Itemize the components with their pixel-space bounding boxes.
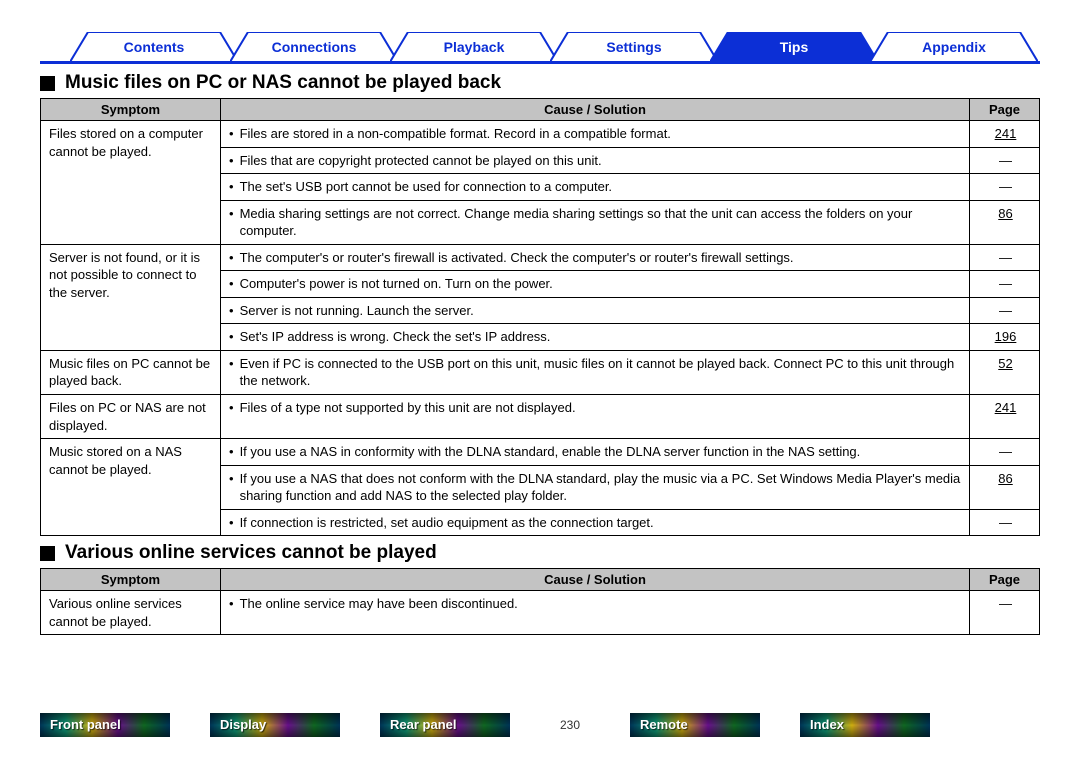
page-cell[interactable]: 52	[970, 350, 1040, 394]
cause-cell: Server is not running. Launch the server…	[221, 297, 970, 324]
troubleshoot-table: SymptomCause / SolutionPage Various onlin…	[40, 568, 1040, 635]
page-cell: —	[970, 174, 1040, 201]
top-tab-bar: Contents Connections Playback Settings Tips A…	[40, 30, 1040, 64]
tab-appendix[interactable]: Appendix	[870, 32, 1038, 62]
page-link[interactable]: 86	[998, 206, 1012, 221]
page-cell: —	[970, 509, 1040, 536]
page-cell[interactable]: 86	[970, 200, 1040, 244]
cause-cell: If connection is restricted, set audio e…	[221, 509, 970, 536]
nav-button-rear-panel[interactable]: Rear panel	[380, 713, 510, 737]
nav-button-index[interactable]: Index	[800, 713, 930, 737]
tab-label: Playback	[444, 39, 505, 55]
cause-text: The computer's or router's firewall is a…	[240, 249, 794, 267]
tab-label: Appendix	[922, 39, 986, 55]
column-header: Page	[970, 99, 1040, 121]
page-cell: —	[970, 147, 1040, 174]
cause-text: Files are stored in a non-compatible for…	[240, 125, 671, 143]
cause-text: Files that are copyright protected canno…	[240, 152, 602, 170]
page-link[interactable]: 241	[995, 400, 1017, 415]
troubleshoot-table: SymptomCause / SolutionPageFiles stored …	[40, 98, 1040, 536]
tab-label: Settings	[606, 39, 661, 55]
cause-cell: The online service may have been discont…	[221, 591, 970, 635]
table-row: Music stored on a NAS cannot be played.I…	[41, 439, 1040, 466]
section-title-text: Various online services cannot be played	[65, 542, 437, 564]
tab-playback[interactable]: Playback	[390, 32, 558, 62]
tab-label: Connections	[272, 39, 357, 55]
cause-text: If connection is restricted, set audio e…	[240, 514, 654, 532]
cause-cell: Files of a type not supported by this un…	[221, 395, 970, 439]
button-label: Rear panel	[380, 713, 510, 737]
cause-text: Even if PC is connected to the USB port …	[240, 355, 963, 390]
table-row: Various online services cannot be played…	[41, 591, 1040, 635]
tab-tips[interactable]: Tips	[710, 32, 878, 62]
cause-text: Computer's power is not turned on. Turn …	[240, 275, 553, 293]
column-header: Symptom	[41, 99, 221, 121]
cause-cell: Files that are copyright protected canno…	[221, 147, 970, 174]
symptom-cell: Music stored on a NAS cannot be played.	[41, 439, 221, 536]
page-link[interactable]: 196	[995, 329, 1017, 344]
tab-label: Tips	[780, 39, 809, 55]
cause-cell: The set's USB port cannot be used for co…	[221, 174, 970, 201]
cause-cell: Set's IP address is wrong. Check the set…	[221, 324, 970, 351]
cause-cell: Computer's power is not turned on. Turn …	[221, 271, 970, 298]
cause-cell: Even if PC is connected to the USB port …	[221, 350, 970, 394]
cause-cell: If you use a NAS in conformity with the …	[221, 439, 970, 466]
button-label: Front panel	[40, 713, 170, 737]
page-cell: —	[970, 439, 1040, 466]
page-cell: —	[970, 297, 1040, 324]
page-cell[interactable]: 86	[970, 465, 1040, 509]
cause-cell: Media sharing settings are not correct. …	[221, 200, 970, 244]
cause-text: Media sharing settings are not correct. …	[240, 205, 963, 240]
column-header: Symptom	[41, 569, 221, 591]
column-header: Cause / Solution	[221, 99, 970, 121]
tab-settings[interactable]: Settings	[550, 32, 718, 62]
cause-text: If you use a NAS that does not conform w…	[240, 470, 963, 505]
table-row: Files on PC or NAS are not displayed. Fil…	[41, 395, 1040, 439]
cause-text: Files of a type not supported by this un…	[240, 399, 576, 417]
page-cell: —	[970, 271, 1040, 298]
nav-button-remote[interactable]: Remote	[630, 713, 760, 737]
symptom-cell: Various online services cannot be played…	[41, 591, 221, 635]
section-title: Various online services cannot be played	[40, 542, 1040, 564]
symptom-cell: Files stored on a computer cannot be pla…	[41, 121, 221, 245]
cause-cell: If you use a NAS that does not conform w…	[221, 465, 970, 509]
page-cell: —	[970, 591, 1040, 635]
tab-contents[interactable]: Contents	[70, 32, 238, 62]
column-header: Page	[970, 569, 1040, 591]
bottom-nav: Front panel Display Rear panel 230 Remote Ind…	[40, 713, 1040, 737]
table-row: Server is not found, or it is not possib…	[41, 244, 1040, 271]
page-link[interactable]: 52	[998, 356, 1012, 371]
column-header: Cause / Solution	[221, 569, 970, 591]
page-cell[interactable]: 196	[970, 324, 1040, 351]
cause-text: The set's USB port cannot be used for co…	[240, 178, 612, 196]
symptom-cell: Server is not found, or it is not possib…	[41, 244, 221, 350]
cause-text: Set's IP address is wrong. Check the set…	[240, 328, 551, 346]
button-label: Display	[210, 713, 340, 737]
cause-text: If you use a NAS in conformity with the …	[240, 443, 861, 461]
table-row: Music files on PC cannot be played back.…	[41, 350, 1040, 394]
table-row: Files stored on a computer cannot be pla…	[41, 121, 1040, 148]
nav-button-front-panel[interactable]: Front panel	[40, 713, 170, 737]
nav-button-display[interactable]: Display	[210, 713, 340, 737]
page-number: 230	[550, 718, 590, 732]
tab-label: Contents	[124, 39, 185, 55]
symptom-cell: Files on PC or NAS are not displayed.	[41, 395, 221, 439]
page-link[interactable]: 241	[995, 126, 1017, 141]
page-link[interactable]: 86	[998, 471, 1012, 486]
cause-cell: The computer's or router's firewall is a…	[221, 244, 970, 271]
symptom-cell: Music files on PC cannot be played back.	[41, 350, 221, 394]
button-label: Index	[800, 713, 930, 737]
square-bullet-icon	[40, 76, 55, 91]
page-cell[interactable]: 241	[970, 395, 1040, 439]
section-title: Music files on PC or NAS cannot be playe…	[40, 72, 1040, 94]
button-label: Remote	[630, 713, 760, 737]
cause-cell: Files are stored in a non-compatible for…	[221, 121, 970, 148]
square-bullet-icon	[40, 546, 55, 561]
cause-text: The online service may have been discont…	[240, 595, 518, 613]
page-cell: —	[970, 244, 1040, 271]
section-title-text: Music files on PC or NAS cannot be playe…	[65, 72, 501, 94]
tab-connections[interactable]: Connections	[230, 32, 398, 62]
cause-text: Server is not running. Launch the server…	[240, 302, 474, 320]
page-cell[interactable]: 241	[970, 121, 1040, 148]
